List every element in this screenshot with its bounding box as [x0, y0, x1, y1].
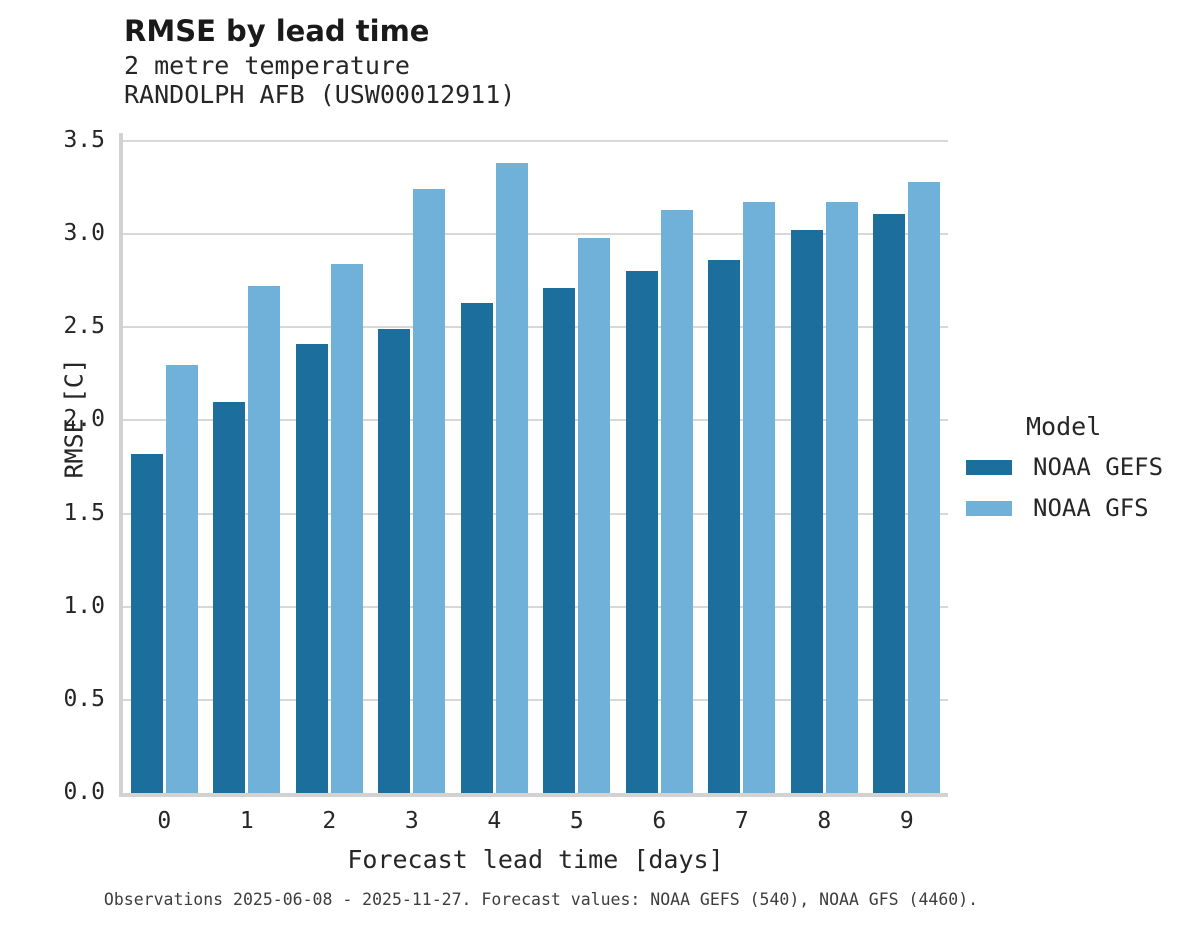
- gridline-y-1.0: [123, 605, 948, 608]
- y-tick-label-0.0: 0.0: [63, 779, 105, 805]
- y-tick-label-1.0: 1.0: [63, 592, 105, 619]
- x-tick-label-0: 0: [157, 808, 172, 834]
- y-tick-label-0.5: 0.5: [63, 685, 105, 712]
- gridline-y-3.5: [123, 139, 948, 142]
- x-tick-label-6: 6: [652, 808, 667, 834]
- bar-gfs-lead-9: [908, 181, 941, 793]
- legend: Model NOAA GEFS NOAA GFS: [966, 412, 1181, 535]
- bar-gfs-lead-5: [578, 237, 611, 793]
- bar-gfs-lead-8: [825, 202, 858, 793]
- x-tick-label-2: 2: [322, 808, 337, 834]
- x-tick-label-5: 5: [569, 808, 584, 834]
- bar-gefs-lead-5: [543, 288, 576, 793]
- gridline-y-2.5: [123, 326, 948, 329]
- x-tick-label-3: 3: [404, 808, 419, 834]
- bar-gfs-lead-0: [165, 364, 198, 793]
- x-tick-label-7: 7: [734, 808, 749, 834]
- bar-gfs-lead-2: [330, 263, 363, 793]
- bar-gefs-lead-8: [790, 230, 823, 793]
- gridline-y-2.0: [123, 419, 948, 422]
- bar-gefs-lead-4: [460, 303, 493, 793]
- bar-gfs-lead-4: [495, 163, 528, 793]
- gridline-y-3.0: [123, 233, 948, 236]
- x-tick-label-8: 8: [817, 808, 832, 834]
- chart-title: RMSE by lead time: [124, 14, 430, 48]
- x-axis-spine: [119, 793, 948, 797]
- y-tick-label-1.5: 1.5: [63, 499, 105, 526]
- bar-gefs-lead-1: [213, 401, 246, 793]
- plot-area: [123, 133, 948, 793]
- legend-label-gfs: NOAA GFS: [1033, 494, 1149, 522]
- x-axis-title: Forecast lead time [days]: [347, 845, 724, 874]
- bar-gefs-lead-2: [295, 344, 328, 793]
- y-tick-label-3.0: 3.0: [63, 220, 105, 247]
- bar-gfs-lead-7: [743, 202, 776, 793]
- y-axis-spine: [119, 133, 123, 797]
- y-tick-label-2.5: 2.5: [63, 313, 105, 340]
- y-tick-label-3.5: 3.5: [63, 126, 105, 153]
- legend-title: Model: [1026, 412, 1102, 441]
- x-tick-label-4: 4: [487, 808, 502, 834]
- gfs-color-swatch-icon: [966, 500, 1012, 516]
- y-tick-label-2.0: 2.0: [63, 406, 105, 433]
- bar-gefs-lead-9: [873, 213, 906, 793]
- chart-subtitle-station: RANDOLPH AFB (USW00012911): [124, 80, 516, 109]
- bar-gfs-lead-3: [413, 189, 446, 793]
- bar-gfs-lead-6: [660, 209, 693, 793]
- x-tick-label-1: 1: [239, 808, 254, 834]
- legend-entry-gfs: NOAA GFS: [966, 494, 1181, 522]
- bar-gefs-lead-0: [130, 453, 163, 793]
- bar-gefs-lead-7: [708, 260, 741, 793]
- legend-entry-gefs: NOAA GEFS: [966, 453, 1181, 481]
- chart-subtitle-variable: 2 metre temperature: [124, 51, 410, 80]
- gefs-color-swatch-icon: [966, 459, 1012, 475]
- bar-gefs-lead-3: [378, 329, 411, 793]
- gridline-y-1.5: [123, 512, 948, 515]
- x-tick-label-9: 9: [899, 808, 914, 834]
- legend-label-gefs: NOAA GEFS: [1033, 453, 1164, 481]
- bar-gefs-lead-6: [625, 271, 658, 793]
- gridline-y-0.5: [123, 698, 948, 701]
- bar-gfs-lead-1: [248, 286, 281, 793]
- footer-caption: Observations 2025-06-08 - 2025-11-27. Fo…: [103, 890, 979, 909]
